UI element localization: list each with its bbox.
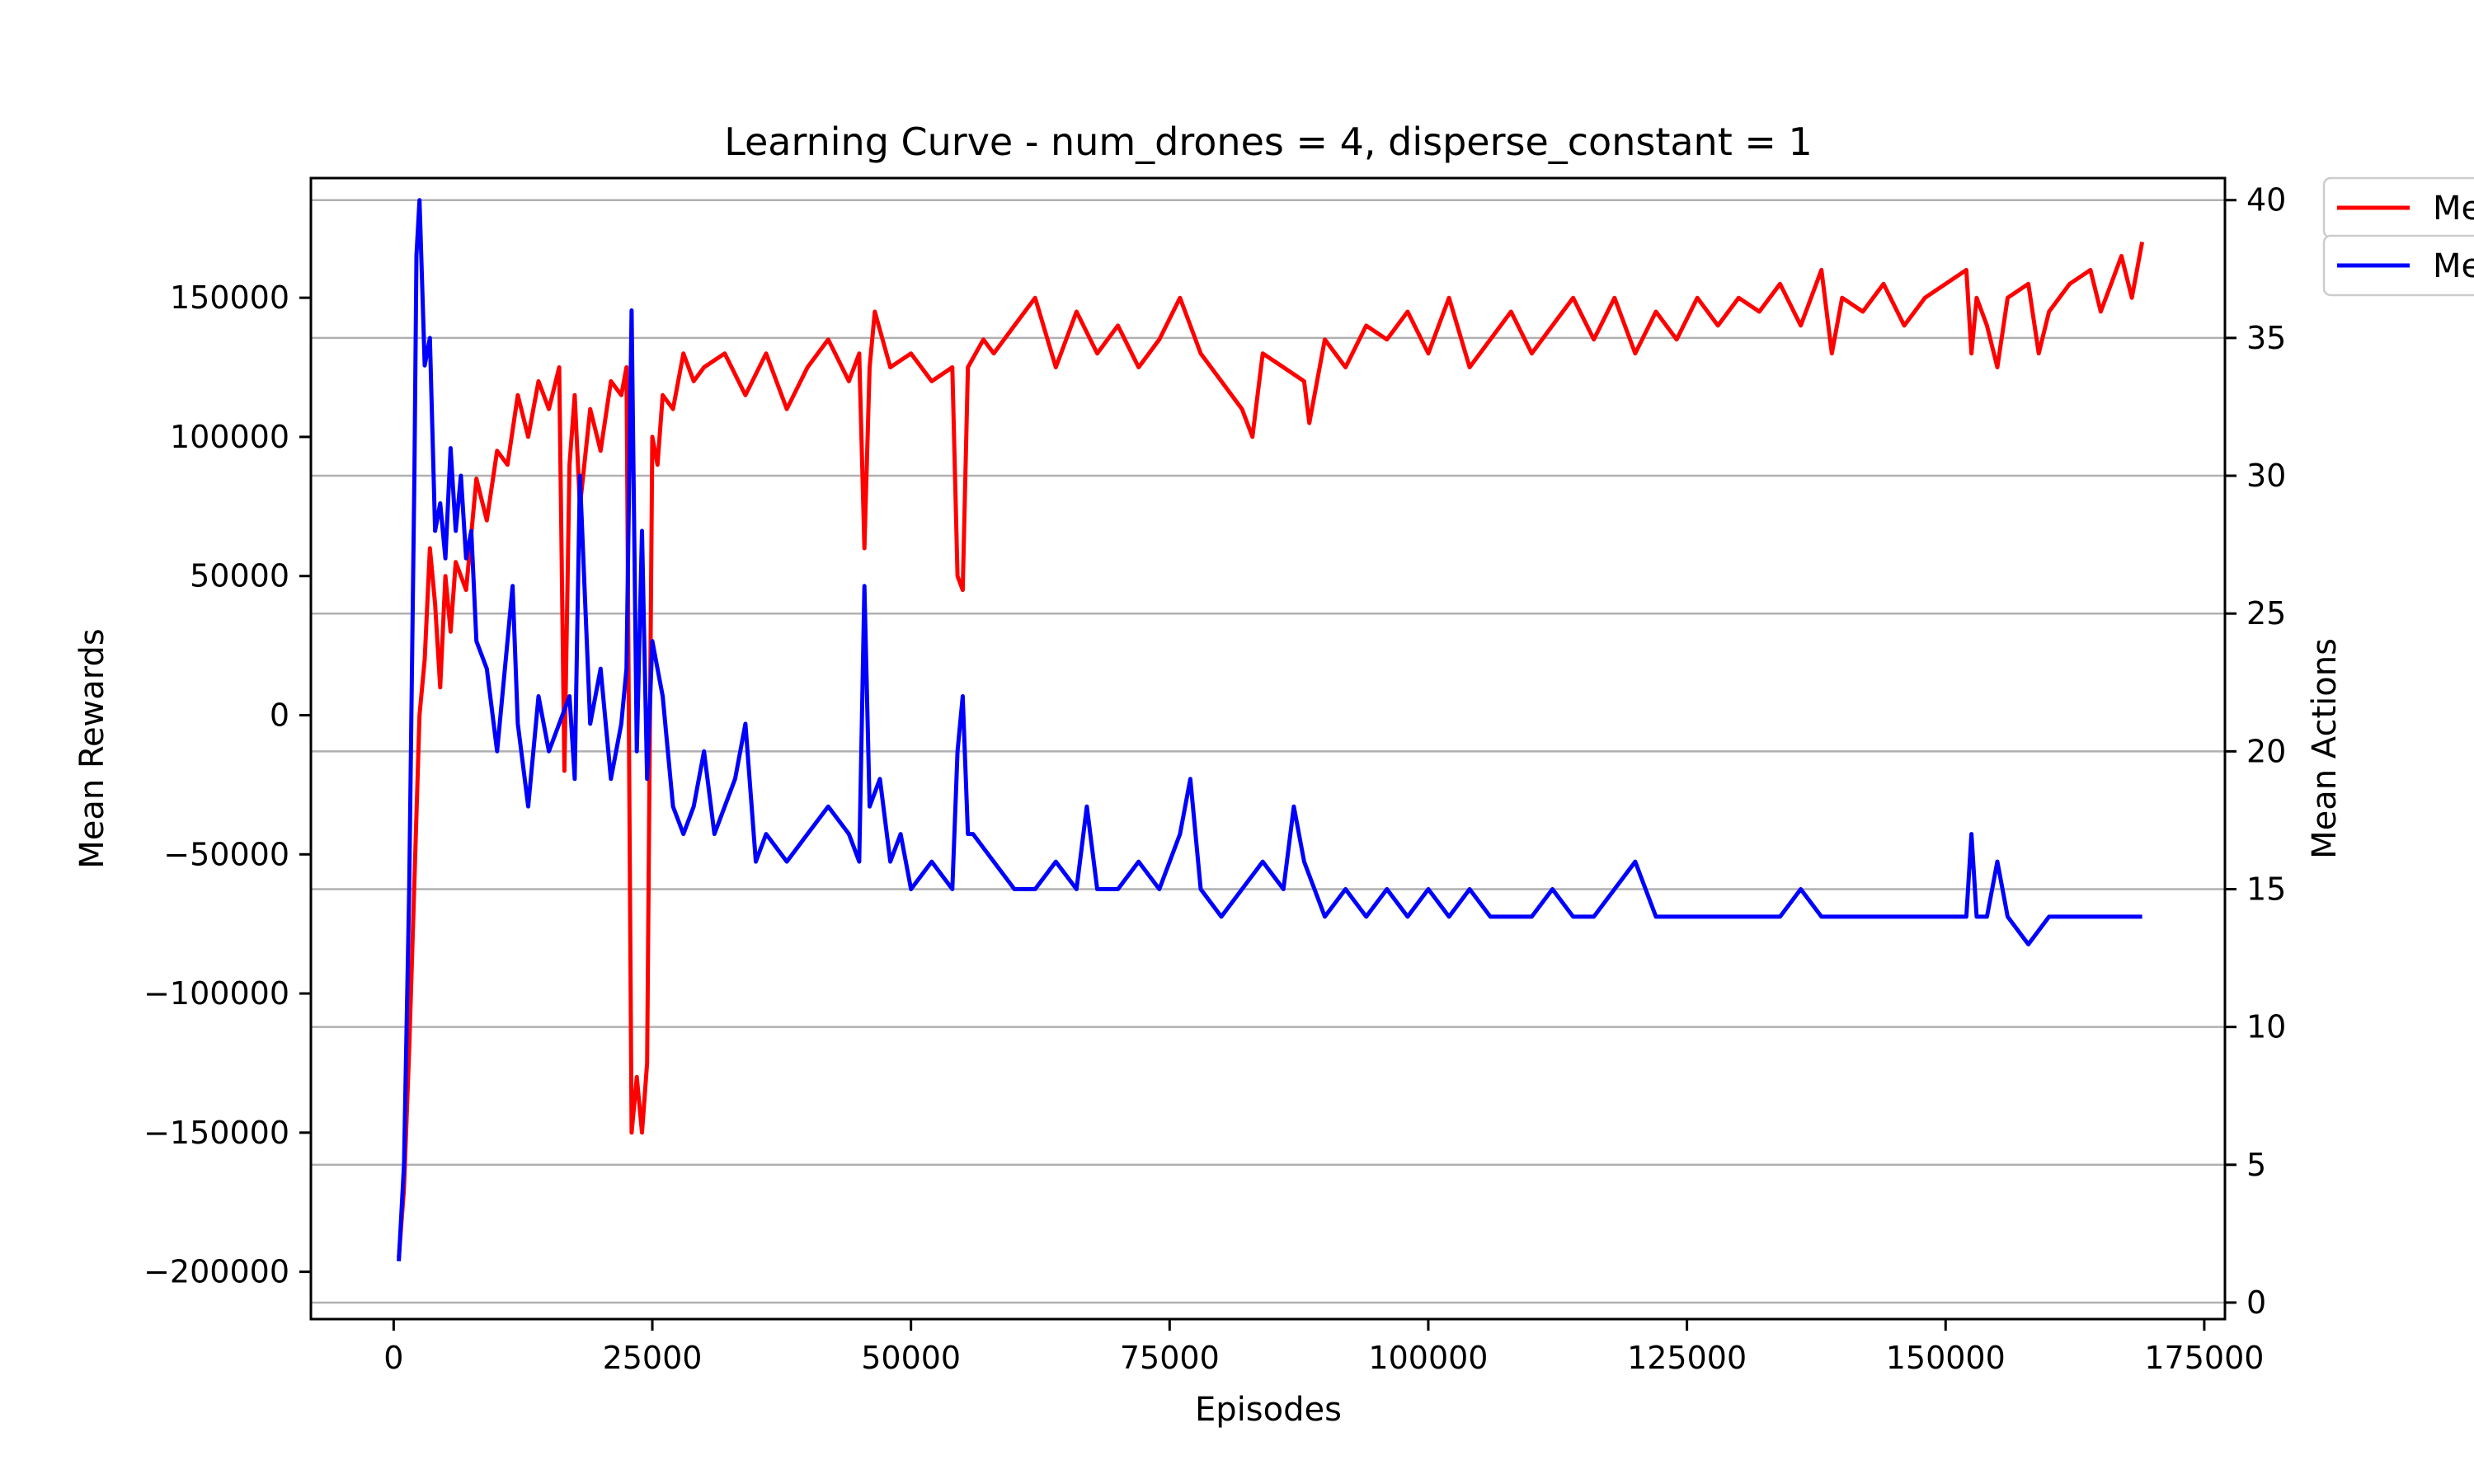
x-tick-label: 100000 <box>1368 1340 1488 1376</box>
x-axis-label: Episodes <box>1195 1391 1342 1429</box>
y-tick-label: 50000 <box>190 558 289 594</box>
x-tick-label: 150000 <box>1886 1340 2006 1376</box>
y-tick-label: 150000 <box>170 279 289 316</box>
legend-label: Me <box>2433 190 2474 228</box>
y-tick-label: −100000 <box>143 975 289 1012</box>
y2-tick-label: 25 <box>2246 595 2286 632</box>
x-tick-label: 125000 <box>1627 1340 1747 1376</box>
y2-tick-label: 0 <box>2246 1284 2266 1321</box>
x-tick-label: 25000 <box>603 1340 703 1376</box>
y-axis-label-right: Mean Actions <box>2306 638 2344 859</box>
plot-frame <box>309 176 2227 1321</box>
y2-tick-label: 15 <box>2246 871 2286 907</box>
y2-tick-label: 35 <box>2246 320 2286 356</box>
x-axis: 0 25000 50000 75000 100000 125000 150000 175000 <box>383 1319 2264 1376</box>
y2-tick-label: 5 <box>2246 1147 2266 1183</box>
y2-tick-label: 40 <box>2246 182 2286 218</box>
series-line-left <box>397 242 2145 1258</box>
y-axis-label-left: Mean Rewards <box>73 628 111 869</box>
y-tick-label: 0 <box>270 697 289 733</box>
series-line-right <box>397 198 2142 1261</box>
y-axis-left: −200000 −150000 −100000 −50000 0 50000 100000 1… <box>143 279 311 1290</box>
x-tick-label: 0 <box>383 1340 403 1376</box>
chart-title: Learning Curve - num_drones = 4, dispers… <box>724 120 1813 164</box>
y-tick-label: −50000 <box>163 836 289 872</box>
legend: Me Me <box>2322 176 2474 297</box>
y-tick-label: 100000 <box>170 419 289 455</box>
legend-label: Me <box>2433 247 2474 285</box>
y2-tick-label: 10 <box>2246 1009 2286 1045</box>
x-tick-label: 50000 <box>861 1340 961 1376</box>
y-tick-label: −150000 <box>143 1115 289 1151</box>
x-tick-label: 175000 <box>2144 1340 2264 1376</box>
plot-series <box>397 198 2145 1261</box>
y-tick-label: −200000 <box>143 1254 289 1290</box>
x-tick-label: 75000 <box>1120 1340 1220 1376</box>
y2-tick-label: 20 <box>2246 733 2286 769</box>
y-axis-right: 0 5 10 15 20 25 30 35 40 <box>2225 182 2286 1321</box>
y2-tick-label: 30 <box>2246 458 2286 494</box>
